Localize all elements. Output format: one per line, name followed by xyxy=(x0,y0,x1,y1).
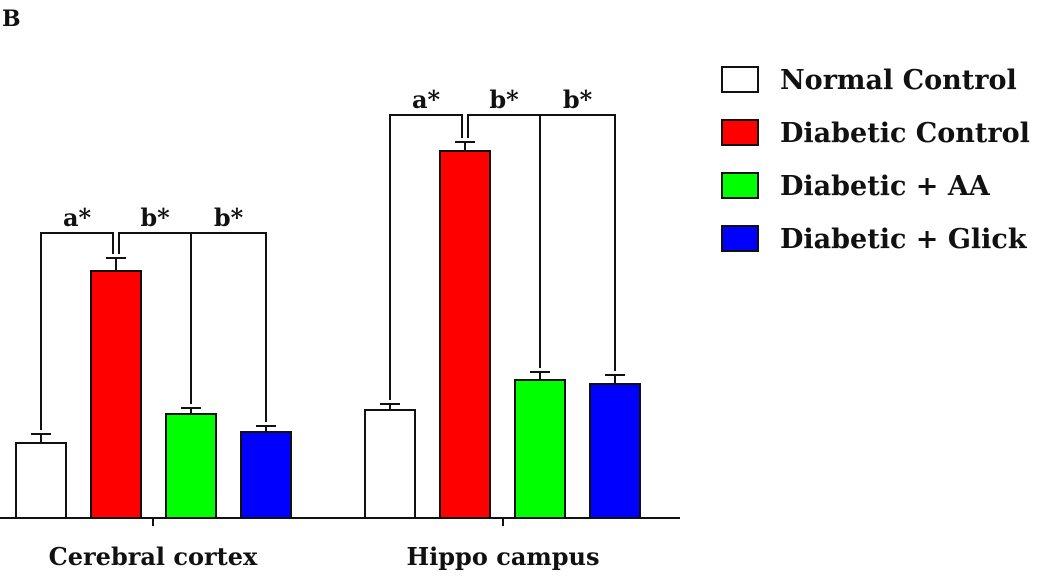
legend-swatch xyxy=(721,119,759,146)
bar-cortex-3 xyxy=(240,431,292,519)
significance-label: b* xyxy=(489,85,519,114)
legend-label: Diabetic + AA xyxy=(780,171,991,202)
x-tick-label: Cerebral cortex xyxy=(49,542,258,571)
significance-label: b* xyxy=(563,85,593,114)
significance-label: b* xyxy=(140,203,170,232)
bar-cortex-0 xyxy=(15,442,67,519)
significance-label: a* xyxy=(63,203,92,232)
significance-label: a* xyxy=(412,85,441,114)
panel-label: B xyxy=(2,6,21,32)
legend-label: Diabetic Control xyxy=(780,118,1030,149)
legend-label: Normal Control xyxy=(780,65,1017,96)
legend-swatch xyxy=(721,225,759,252)
significance-bracket xyxy=(539,114,616,371)
significance-bracket xyxy=(190,232,267,422)
significance-bracket xyxy=(389,114,463,400)
bar-hippo-0 xyxy=(364,409,416,519)
bar-hippo-3 xyxy=(589,383,641,519)
legend-swatch xyxy=(721,66,759,93)
significance-label: b* xyxy=(214,203,244,232)
legend-swatch xyxy=(721,172,759,199)
legend-label: Diabetic + Glick xyxy=(780,224,1028,255)
bar-cortex-2 xyxy=(165,413,217,519)
bar-cortex-1 xyxy=(90,270,142,519)
plot-area: Cerebral cortex Hippo campus a* b* b* a* b* b* xyxy=(0,85,680,571)
bar-hippo-1 xyxy=(439,150,491,519)
x-tick-label: Hippo campus xyxy=(406,542,599,571)
legend: Normal Control Diabetic Control Diabetic +… xyxy=(721,65,1030,255)
bar-hippo-2 xyxy=(514,379,566,519)
significance-bracket xyxy=(40,232,114,430)
